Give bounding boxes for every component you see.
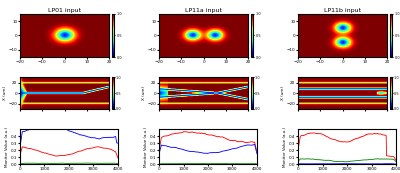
Y-axis label: X (um): X (um) <box>281 86 285 100</box>
Y-axis label: Monitor Value (a.u.): Monitor Value (a.u.) <box>284 126 288 167</box>
Title: LP11a input: LP11a input <box>185 8 222 13</box>
Y-axis label: X (um): X (um) <box>3 86 7 100</box>
X-axis label: Propagation Direction (um): Propagation Direction (um) <box>41 172 97 173</box>
Y-axis label: Monitor Value (a.u.): Monitor Value (a.u.) <box>5 126 9 167</box>
Y-axis label: X (um): X (um) <box>142 86 146 100</box>
Title: LP11b input: LP11b input <box>324 8 361 13</box>
Y-axis label: Monitor Value (a.u.): Monitor Value (a.u.) <box>144 126 148 167</box>
X-axis label: Propagation Direction (um): Propagation Direction (um) <box>180 172 236 173</box>
Title: LP01 input: LP01 input <box>48 8 81 13</box>
X-axis label: Propagation Direction (um): Propagation Direction (um) <box>319 172 375 173</box>
